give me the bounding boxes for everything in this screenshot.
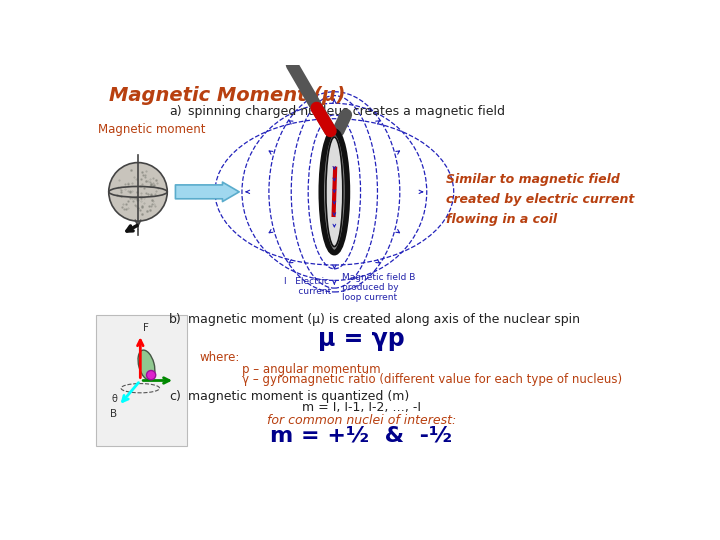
Text: Similar to magnetic field
created by electric current
flowing in a coil: Similar to magnetic field created by ele…: [446, 173, 634, 226]
Text: B: B: [110, 409, 117, 419]
Text: where:: where:: [199, 351, 240, 364]
Circle shape: [146, 370, 156, 380]
Ellipse shape: [138, 350, 155, 380]
Text: Magnetic field B
produced by
loop current: Magnetic field B produced by loop curren…: [342, 273, 415, 302]
Text: spinning charged nucleus creates a magnetic field: spinning charged nucleus creates a magne…: [188, 105, 505, 118]
Text: b): b): [168, 313, 181, 326]
Text: μ = γp: μ = γp: [318, 327, 405, 350]
Text: Magnetic moment: Magnetic moment: [98, 123, 205, 136]
Text: for common nuclei of interest:: for common nuclei of interest:: [266, 414, 456, 427]
Text: a): a): [168, 105, 181, 118]
Text: θ: θ: [111, 394, 117, 403]
Ellipse shape: [323, 133, 345, 251]
Text: m = I, I-1, I-2, …, -I: m = I, I-1, I-2, …, -I: [302, 401, 420, 414]
Text: I   Electric
     current: I Electric current: [284, 276, 331, 296]
FancyArrowPatch shape: [176, 182, 239, 201]
Ellipse shape: [326, 137, 343, 247]
Text: magnetic moment is quantized (m): magnetic moment is quantized (m): [188, 390, 409, 403]
Text: m = +½  &  -½: m = +½ & -½: [270, 425, 452, 445]
FancyBboxPatch shape: [96, 315, 186, 446]
Circle shape: [109, 163, 167, 221]
Text: F: F: [143, 323, 148, 333]
Text: p – angular momentum: p – angular momentum: [242, 363, 381, 376]
Text: c): c): [168, 390, 181, 403]
Text: magnetic moment (μ) is created along axis of the nuclear spin: magnetic moment (μ) is created along axi…: [188, 313, 580, 326]
Text: γ – gyromagnetic ratio (different value for each type of nucleus): γ – gyromagnetic ratio (different value …: [242, 373, 622, 386]
Text: Magnetic Moment (μ): Magnetic Moment (μ): [109, 86, 345, 105]
